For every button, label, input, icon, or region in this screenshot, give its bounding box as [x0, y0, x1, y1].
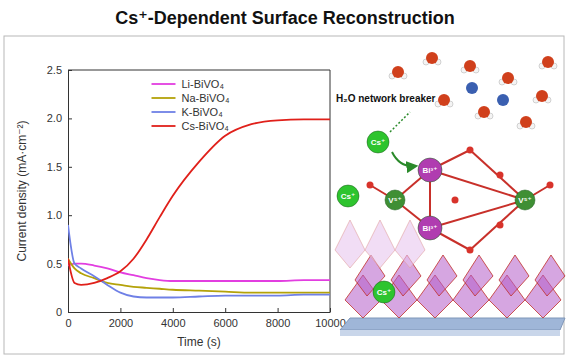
water-oxygen: [426, 52, 438, 64]
x-tick-mark: [225, 308, 226, 312]
panel-frame: [4, 36, 564, 354]
water-oxygen: [542, 56, 554, 68]
plot-frame-top: [68, 70, 330, 71]
legend-swatch: [152, 111, 176, 113]
atom-label: Cs⁺: [341, 192, 355, 201]
atom: [385, 190, 405, 210]
lattice-polyhedron: [463, 255, 493, 296]
bond: [470, 200, 525, 250]
water-oxygen: [502, 72, 514, 84]
x-axis-line: [69, 312, 331, 313]
substrate-edge: [340, 330, 560, 336]
substrate: [340, 318, 565, 330]
legend: Li-BiVO₄ Na-BiVO₄ K-BiVO₄ Cs-BiVO₄: [152, 78, 230, 132]
annotation: H₂O network breaker: [336, 93, 436, 104]
legend-label: Cs-BiVO₄: [182, 120, 230, 132]
atom: [337, 185, 359, 207]
y-tick-mark: [68, 312, 72, 313]
oxygen-atom: [497, 172, 504, 179]
bond: [470, 150, 525, 200]
x-axis: 0 2000 4000 6000 8000 10000: [65, 308, 345, 329]
atom-label: Bi³⁺: [423, 166, 438, 175]
legend-swatch: [152, 83, 176, 85]
arrow: [392, 152, 416, 166]
ion: [466, 82, 478, 94]
plot-area: [68, 119, 330, 297]
y-tick-label: 2.5: [47, 64, 62, 76]
y-tick-label: 1.5: [47, 161, 62, 173]
lattice-polyhedron: [427, 255, 457, 296]
y-axis-line: [68, 71, 69, 313]
title: Cs⁺-Dependent Surface Reconstruction: [115, 8, 455, 28]
legend-label: Na-BiVO₄: [182, 92, 230, 104]
series-line: [68, 119, 330, 285]
oxygen-atom: [467, 247, 474, 254]
lattice-polyhedron: [499, 255, 529, 296]
legend-label: Li-BiVO₄: [182, 78, 225, 90]
y-tick-label: 0.5: [47, 258, 62, 270]
oxygen-atom: [367, 182, 374, 189]
series-line: [68, 225, 330, 298]
x-tick: 8000: [266, 308, 290, 329]
atom: [418, 216, 442, 240]
atom-label: V⁵⁺: [518, 196, 531, 205]
oxygen-atom: [467, 147, 474, 154]
plot-frame-right: [330, 70, 331, 312]
ion: [497, 94, 509, 106]
lattice-polyhedron: [535, 255, 565, 296]
x-tick-mark: [173, 308, 174, 312]
x-tick: 2000: [109, 308, 133, 329]
figure: Cs⁺-Dependent Surface Reconstruction 0 200…: [0, 0, 570, 360]
x-tick-label: 10000: [315, 317, 346, 329]
atom-label: Cs⁺: [377, 288, 391, 297]
oxygen-atom: [452, 197, 459, 204]
y-tick: 1.0: [47, 209, 72, 221]
y-tick-label: 1.0: [47, 209, 62, 221]
water-oxygen: [392, 66, 404, 78]
x-tick-label: 0: [65, 317, 71, 329]
legend-label: K-BiVO₄: [182, 106, 224, 118]
y-tick: 0: [56, 306, 72, 318]
x-tick-label: 2000: [109, 317, 133, 329]
y-tick-mark: [68, 167, 72, 168]
x-tick: 4000: [161, 308, 185, 329]
water-oxygen: [478, 106, 490, 118]
lattice-polyhedron: [365, 220, 395, 268]
x-tick-mark: [278, 308, 279, 312]
x-tick-mark: [120, 308, 121, 312]
legend-swatch: [152, 125, 176, 127]
water-oxygen: [520, 116, 532, 128]
x-tick-label: 8000: [266, 317, 290, 329]
series-line: [68, 259, 330, 293]
oxygen-atom: [497, 222, 504, 229]
y-axis-title: Current density (mA·cm⁻²): [15, 120, 29, 261]
bond: [430, 170, 525, 200]
atom: [367, 131, 389, 153]
atom: [515, 190, 535, 210]
structure-diagram: Cs⁺ Cs⁺ Cs⁺ Bi³⁺ Bi³⁺ V⁵⁺ V⁵⁺ H₂O network break…: [335, 52, 565, 336]
x-tick: 6000: [213, 308, 237, 329]
y-tick-label: 0: [56, 306, 62, 318]
atom: [418, 158, 442, 182]
atom-label: V⁵⁺: [388, 196, 401, 205]
y-axis: 0 0.5 1.0 1.5 2.0 2.5: [47, 64, 72, 318]
lattice-polyhedron: [335, 220, 365, 268]
x-axis-title: Time (s): [177, 335, 221, 349]
interaction: [390, 112, 410, 132]
y-tick: 2.0: [47, 112, 72, 124]
water-oxygen: [464, 60, 476, 72]
atom-label: Bi³⁺: [423, 224, 438, 233]
x-tick-label: 6000: [213, 317, 237, 329]
legend-swatch: [152, 97, 176, 99]
y-tick-label: 2.0: [47, 112, 62, 124]
water-oxygen: [536, 90, 548, 102]
y-tick-mark: [68, 215, 72, 216]
atom: [373, 281, 395, 303]
y-tick-mark: [68, 118, 72, 119]
y-tick: 1.5: [47, 161, 72, 173]
oxygen-atom: [547, 182, 554, 189]
water-oxygen: [438, 94, 450, 106]
atom-label: Cs⁺: [371, 138, 385, 147]
x-tick-label: 4000: [161, 317, 185, 329]
